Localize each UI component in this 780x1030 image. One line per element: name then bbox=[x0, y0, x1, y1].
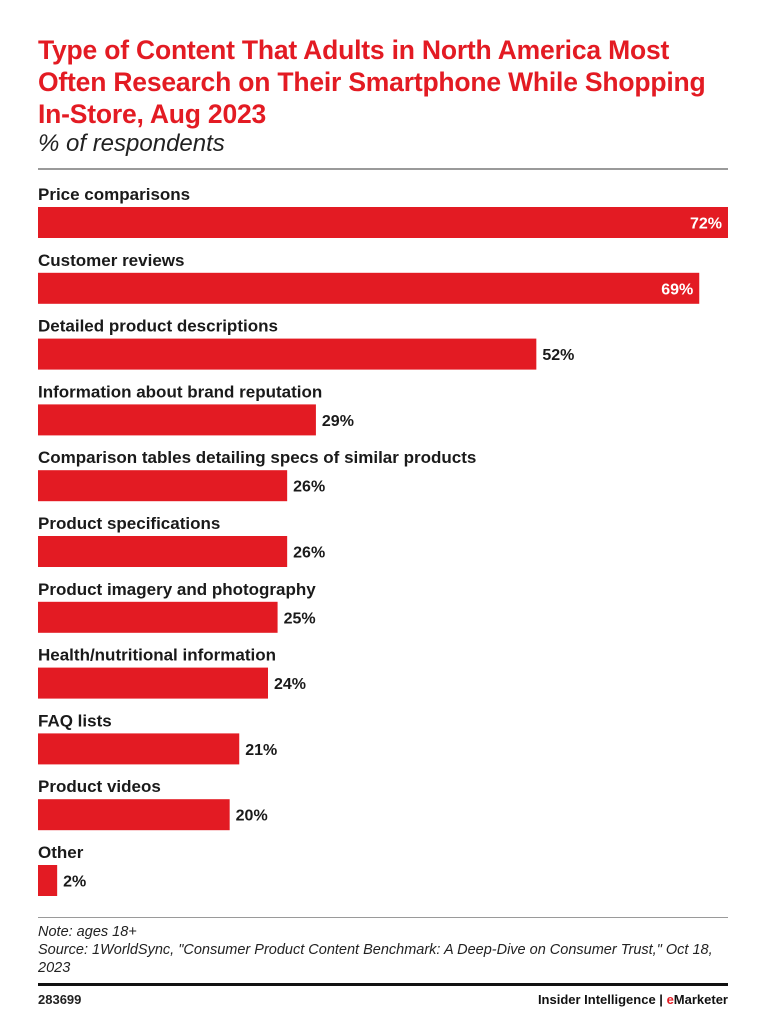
chart-subtitle: % of respondents bbox=[38, 130, 225, 157]
bar bbox=[38, 733, 240, 765]
brand-name-right: Marketer bbox=[673, 992, 728, 1007]
bar bbox=[38, 404, 316, 436]
category-label: Product specifications bbox=[38, 514, 220, 533]
bar bbox=[38, 799, 230, 831]
bar bbox=[38, 272, 700, 304]
data-label: 20% bbox=[236, 808, 268, 825]
brand-name-left: Insider Intelligence | bbox=[537, 992, 667, 1007]
notes: Note: ages 18+ Source: 1WorldSync, "Cons… bbox=[38, 923, 728, 977]
footer-divider bbox=[38, 983, 728, 986]
category-label: Comparison tables detailing specs of sim… bbox=[38, 448, 476, 467]
category-label: Customer reviews bbox=[38, 251, 184, 270]
category-label: Health/nutritional information bbox=[38, 646, 276, 665]
bar bbox=[38, 207, 728, 238]
bottom-divider bbox=[38, 917, 728, 918]
bar bbox=[38, 601, 278, 633]
category-label: Product videos bbox=[38, 777, 161, 796]
note-text: Note: ages 18+ bbox=[38, 924, 137, 940]
category-label: Product imagery and photography bbox=[38, 580, 316, 599]
chart-title: Type of Content That Adults in North Ame… bbox=[38, 35, 706, 129]
category-label: Detailed product descriptions bbox=[38, 317, 278, 336]
data-label: 26% bbox=[293, 545, 325, 562]
bar bbox=[38, 536, 288, 567]
data-label: 24% bbox=[274, 676, 306, 693]
bar bbox=[38, 667, 268, 699]
source-text: Source: 1WorldSync, "Consumer Product Co… bbox=[38, 942, 713, 976]
brand-logo: Insider Intelligence | eMarketer bbox=[538, 992, 728, 1007]
category-label: Price comparisons bbox=[38, 185, 190, 204]
category-label: FAQ lists bbox=[38, 711, 112, 730]
data-label: 52% bbox=[542, 347, 574, 364]
data-label: 29% bbox=[322, 413, 354, 430]
data-label: 72% bbox=[690, 216, 722, 233]
data-label: 69% bbox=[661, 281, 693, 298]
top-divider bbox=[38, 168, 728, 170]
data-label: 26% bbox=[293, 479, 325, 496]
data-label: 21% bbox=[245, 742, 277, 759]
bar bbox=[38, 865, 58, 896]
chart-id: 283699 bbox=[38, 992, 82, 1007]
category-label: Other bbox=[38, 843, 84, 862]
data-label: 25% bbox=[284, 610, 316, 627]
bar bbox=[38, 470, 288, 502]
brand-e: e bbox=[666, 992, 674, 1007]
bar bbox=[38, 338, 537, 370]
data-label: 2% bbox=[63, 874, 86, 891]
category-label: Information about brand reputation bbox=[38, 382, 322, 401]
